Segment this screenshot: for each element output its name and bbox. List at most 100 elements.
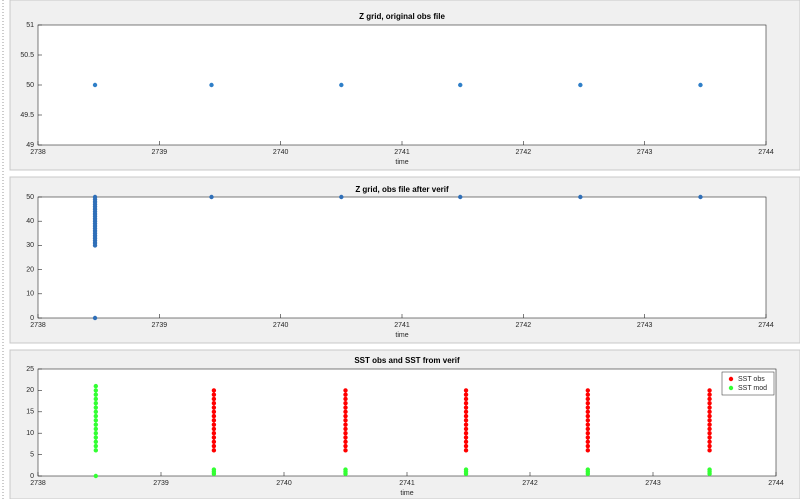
point [585, 409, 591, 414]
point [585, 396, 591, 402]
point [93, 401, 99, 406]
point [93, 431, 99, 436]
legend-label: SST obs [738, 376, 765, 383]
point [211, 435, 217, 440]
x-tick-label: 2740 [273, 322, 289, 329]
y-tick-label: 50 [26, 82, 34, 89]
point [458, 82, 463, 88]
point [463, 418, 469, 423]
point [707, 435, 712, 440]
point [707, 396, 712, 402]
point [211, 392, 217, 397]
point [707, 467, 712, 472]
x-tick-label: 2739 [152, 322, 168, 329]
point [463, 392, 469, 397]
point [343, 435, 348, 440]
point [343, 405, 348, 410]
point [463, 435, 469, 440]
x-tick-label: 2741 [394, 322, 410, 329]
y-tick-label: 50 [26, 194, 34, 201]
point [463, 431, 469, 436]
point [343, 431, 348, 436]
point [211, 405, 217, 410]
point [343, 467, 348, 472]
point [463, 439, 469, 444]
point [211, 401, 217, 406]
y-tick-label: 50.5 [20, 52, 34, 59]
point [707, 409, 712, 414]
x-tick-label: 2744 [768, 480, 784, 487]
point [585, 392, 591, 397]
point [463, 413, 469, 419]
y-tick-label: 20 [26, 266, 34, 273]
point [93, 426, 99, 432]
point [343, 448, 348, 453]
point [343, 409, 348, 414]
point [343, 401, 348, 406]
point [339, 194, 344, 200]
point [211, 413, 217, 419]
point [585, 422, 591, 427]
x-tick-label: 2740 [276, 480, 292, 487]
point [707, 426, 712, 432]
point [463, 409, 469, 414]
axes [37, 368, 777, 477]
point [585, 435, 591, 440]
point [585, 443, 591, 449]
x-tick-label: 2741 [394, 149, 410, 156]
point [211, 467, 217, 472]
point [707, 422, 712, 427]
point [707, 405, 712, 410]
point [211, 396, 217, 402]
point [211, 439, 217, 444]
point [93, 413, 99, 419]
point [707, 418, 712, 423]
y-tick-label: 10 [26, 430, 34, 437]
point [585, 405, 591, 410]
point [585, 401, 591, 406]
point [93, 418, 99, 423]
point [343, 392, 348, 397]
point [339, 82, 344, 88]
point [585, 426, 591, 432]
point [93, 435, 99, 440]
point [93, 422, 99, 427]
x-tick-label: 2743 [637, 149, 653, 156]
point [343, 443, 348, 449]
point [211, 426, 217, 432]
point [463, 401, 469, 406]
point [707, 439, 712, 444]
x-tick-label: 2738 [30, 149, 46, 156]
x-tick-label: 2738 [30, 322, 46, 329]
legend-marker [728, 376, 734, 382]
point [211, 418, 217, 423]
point [92, 194, 98, 200]
point [211, 388, 217, 393]
point [463, 422, 469, 427]
chart-title: SST obs and SST from verif [354, 356, 460, 365]
x-tick-label: 2744 [758, 149, 774, 156]
y-tick-label: 15 [26, 409, 34, 416]
point [211, 443, 217, 449]
point [585, 388, 591, 393]
point [93, 439, 99, 444]
y-tick-label: 51 [26, 22, 34, 29]
point [463, 443, 469, 449]
point [93, 409, 99, 414]
y-tick-label: 10 [26, 291, 34, 298]
point [463, 448, 469, 453]
point [707, 448, 712, 453]
y-tick-label: 0 [30, 315, 34, 322]
x-tick-label: 2742 [516, 322, 532, 329]
point [93, 396, 99, 402]
point [343, 439, 348, 444]
point [698, 194, 703, 200]
point [343, 388, 348, 393]
point [463, 467, 469, 472]
point [463, 426, 469, 432]
y-tick-label: 49.5 [20, 112, 34, 119]
y-tick-label: 40 [26, 218, 34, 225]
chart-title: Z grid, original obs file [359, 12, 445, 21]
x-axis-label: time [400, 490, 413, 497]
